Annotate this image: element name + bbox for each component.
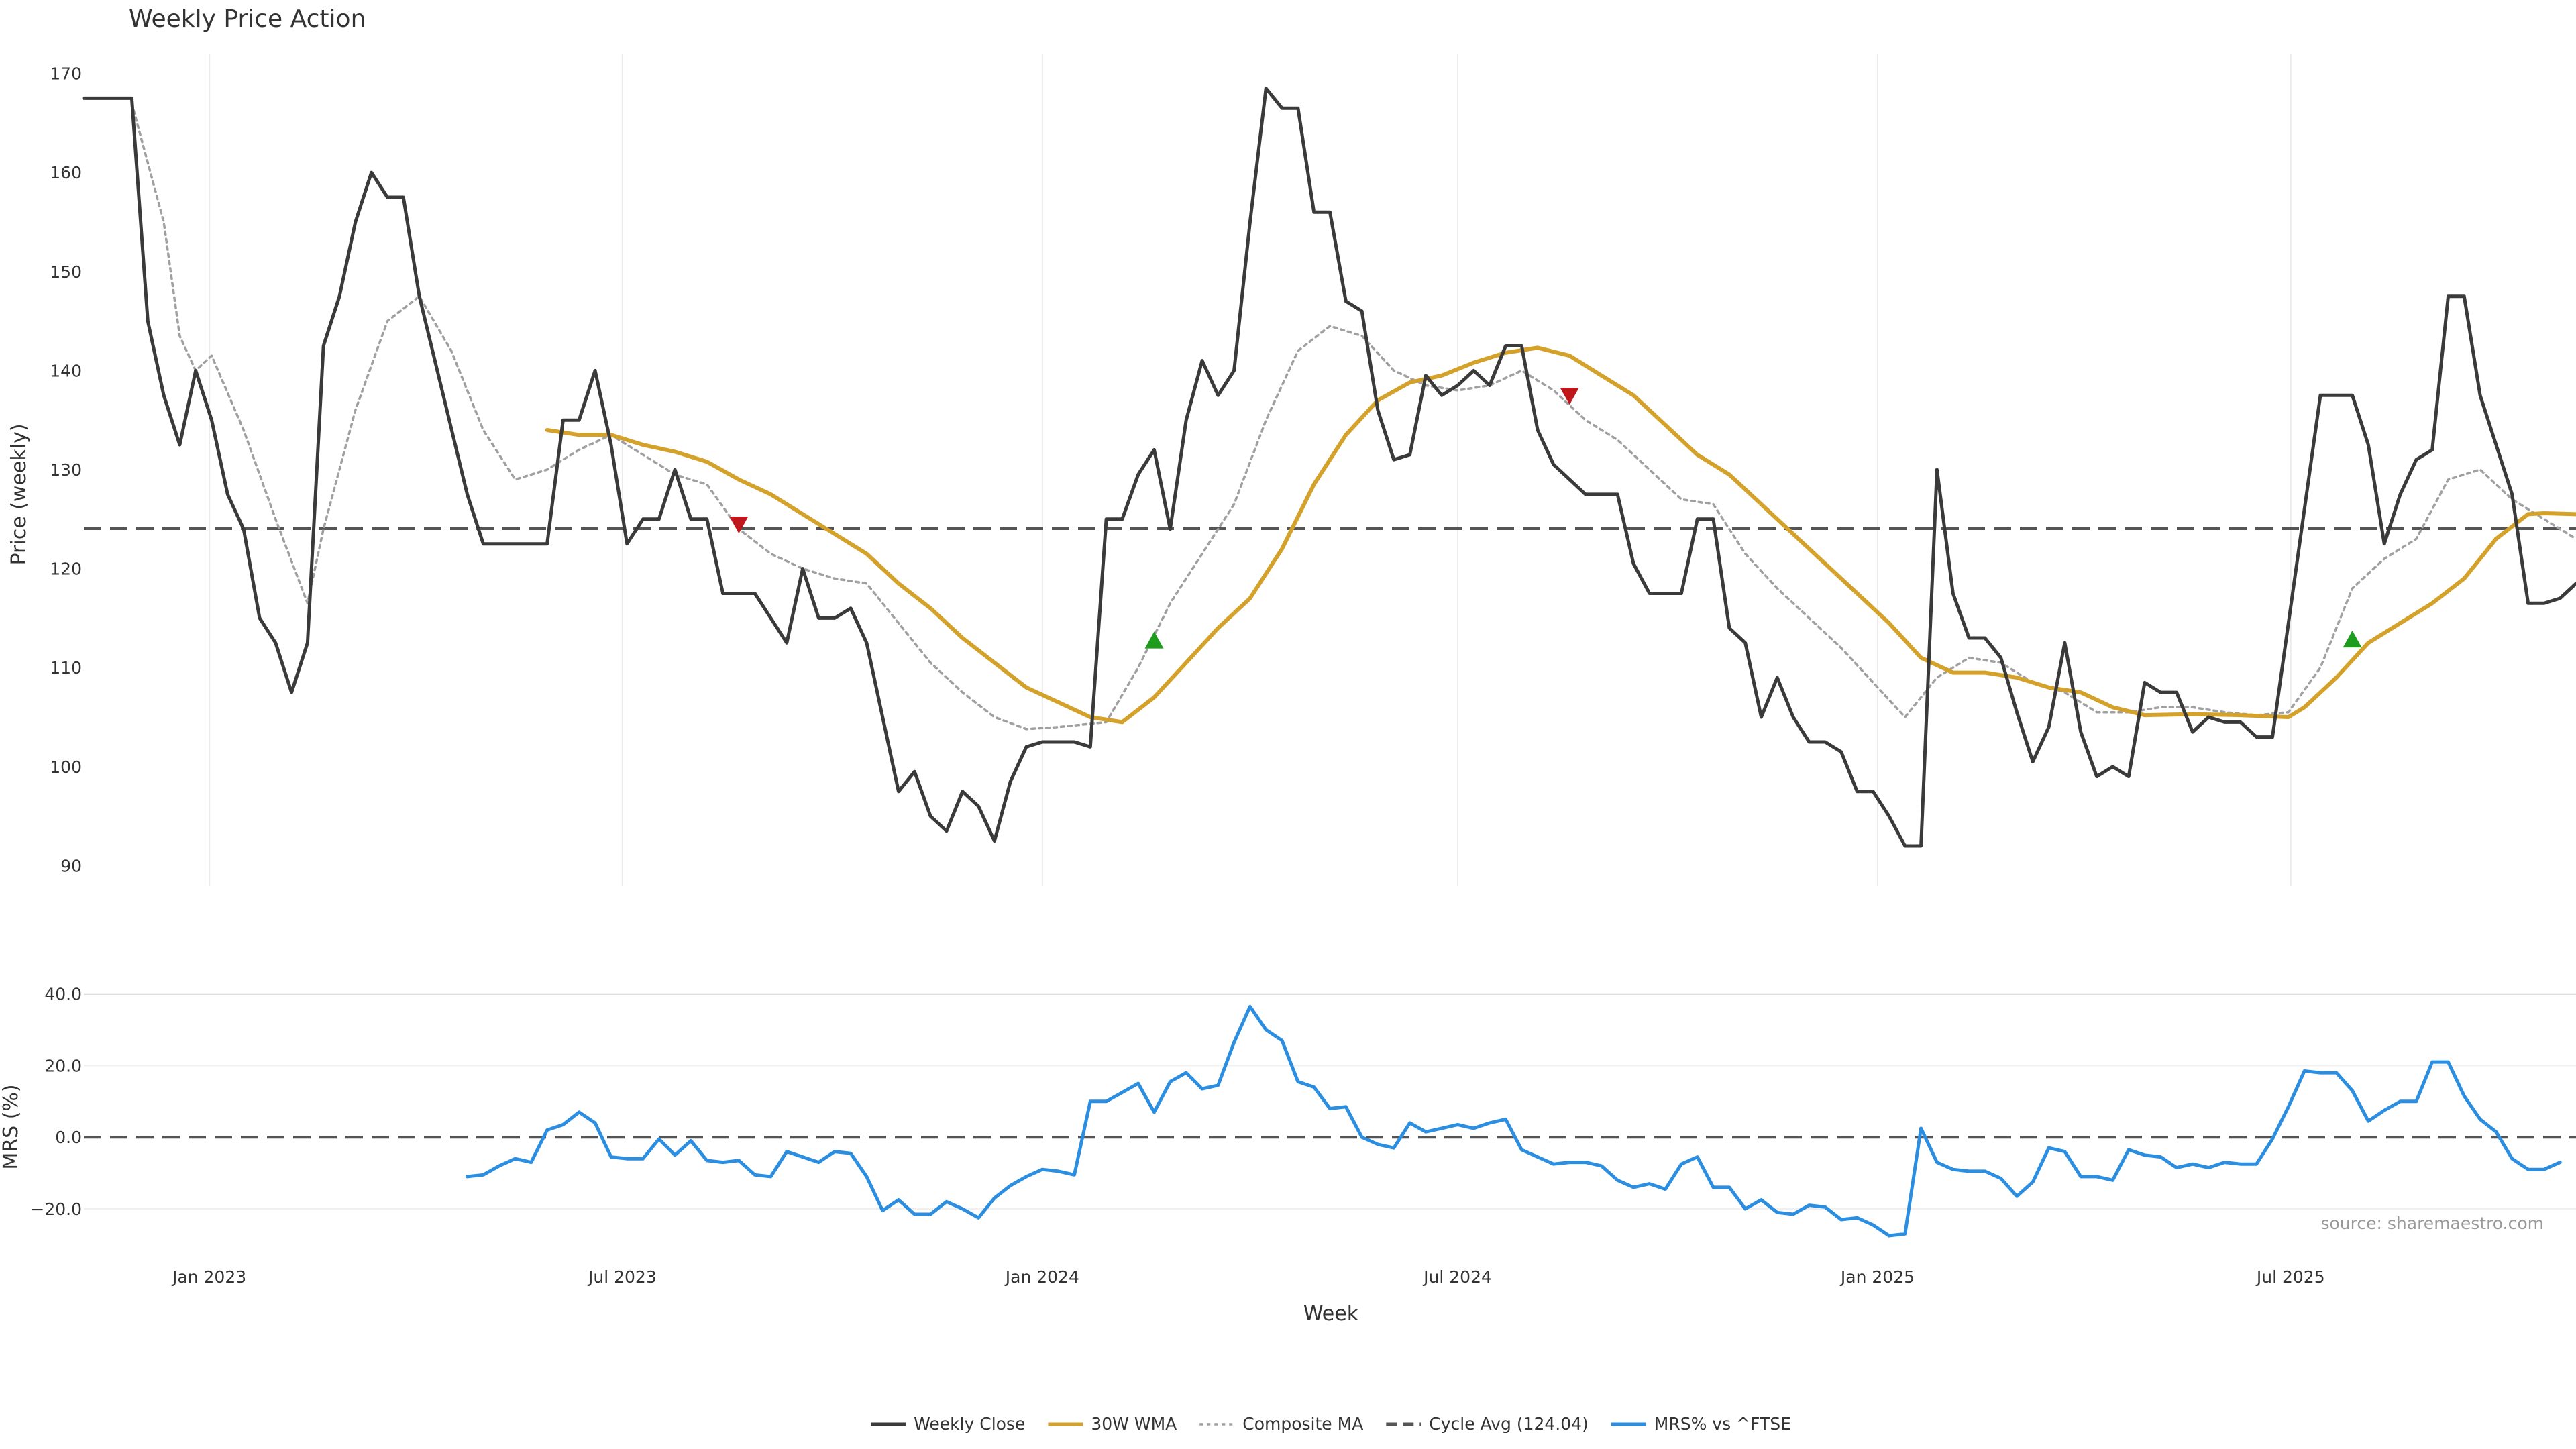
- x-axis-title: Week: [1303, 1302, 1359, 1326]
- price-y-axis-title: Price (weekly): [7, 423, 31, 565]
- series-weekly-close: [82, 87, 2576, 848]
- mrs-y-tick-2: 20.0: [44, 1056, 82, 1075]
- x-tick-1: Jul 2023: [587, 1267, 657, 1287]
- legend-item-mrs-vs-ftse: MRS% vs ^FTSE: [1611, 1414, 1791, 1434]
- x-tick-5: Jul 2025: [2255, 1267, 2325, 1287]
- legend-item-cycle-avg-124-04: Cycle Avg (124.04): [1386, 1414, 1589, 1434]
- legend-label: Composite MA: [1242, 1414, 1363, 1434]
- mrs-series-line: [466, 1004, 2562, 1238]
- mrs-y-ticks: −20.0 0.0 20.0 40.0: [30, 985, 82, 1219]
- x-tick-0: Jan 2023: [171, 1267, 246, 1287]
- buy-signal-marker-3: [2343, 630, 2362, 648]
- price-y-tick-90: 90: [60, 856, 82, 875]
- legend-label: Cycle Avg (124.04): [1429, 1414, 1589, 1434]
- legend-item-30w-wma: 30W WMA: [1048, 1414, 1177, 1434]
- legend-label: Weekly Close: [914, 1414, 1025, 1434]
- buy-signal-marker-1: [1144, 631, 1164, 649]
- price-y-tick-100: 100: [50, 757, 82, 777]
- mrs-gridlines: [84, 993, 2576, 1210]
- price-y-ticks: 90 100 110 120 130 140 150 160 170: [50, 64, 82, 876]
- series-30w-wma: [545, 345, 2576, 724]
- sell-signal-marker-2: [1560, 388, 1579, 405]
- signal-markers: [729, 388, 2362, 649]
- legend-item-composite-ma: Composite MA: [1199, 1414, 1363, 1434]
- x-axis-ticks: Jan 2023 Jul 2023 Jan 2024 Jul 2024 Jan 2025…: [171, 1267, 2325, 1287]
- x-tick-4: Jan 2025: [1839, 1267, 1915, 1287]
- source-note: source: sharemaestro.com: [2321, 1214, 2544, 1233]
- legend-label: 30W WMA: [1091, 1414, 1177, 1434]
- price-y-tick-160: 160: [50, 163, 82, 182]
- x-tick-3: Jul 2024: [1422, 1267, 1492, 1287]
- x-tick-2: Jan 2024: [1004, 1267, 1079, 1287]
- price-y-tick-130: 130: [50, 460, 82, 480]
- price-y-tick-140: 140: [50, 361, 82, 380]
- series-composite-ma: [130, 102, 2576, 731]
- price-y-tick-170: 170: [50, 64, 82, 84]
- price-y-tick-110: 110: [50, 658, 82, 678]
- price-panel: Weekly Price Action Price (weekly) 90 100…: [7, 5, 2576, 885]
- sell-signal-marker-0: [729, 516, 749, 534]
- mrs-y-axis-title: MRS (%): [0, 1084, 23, 1169]
- series-mrs-vs-ftse: [466, 1004, 2562, 1238]
- legend-label: MRS% vs ^FTSE: [1654, 1414, 1791, 1434]
- chart-legend: Weekly Close 30W WMA Composite MA Cycle Avg…: [871, 1414, 1791, 1434]
- price-y-tick-120: 120: [50, 559, 82, 579]
- price-y-tick-150: 150: [50, 262, 82, 282]
- mrs-y-tick-0: −20.0: [30, 1199, 82, 1219]
- price-series-lines: [82, 87, 2576, 848]
- mrs-y-tick-3: 40.0: [44, 985, 82, 1004]
- price-gridlines: [209, 54, 2292, 885]
- legend-item-weekly-close: Weekly Close: [871, 1414, 1025, 1434]
- mrs-y-tick-1: 0.0: [55, 1128, 82, 1147]
- mrs-panel: MRS (%) −20.0 0.0 20.0 40.0 source: sharema…: [0, 985, 2576, 1238]
- chart-title: Weekly Price Action: [129, 5, 366, 33]
